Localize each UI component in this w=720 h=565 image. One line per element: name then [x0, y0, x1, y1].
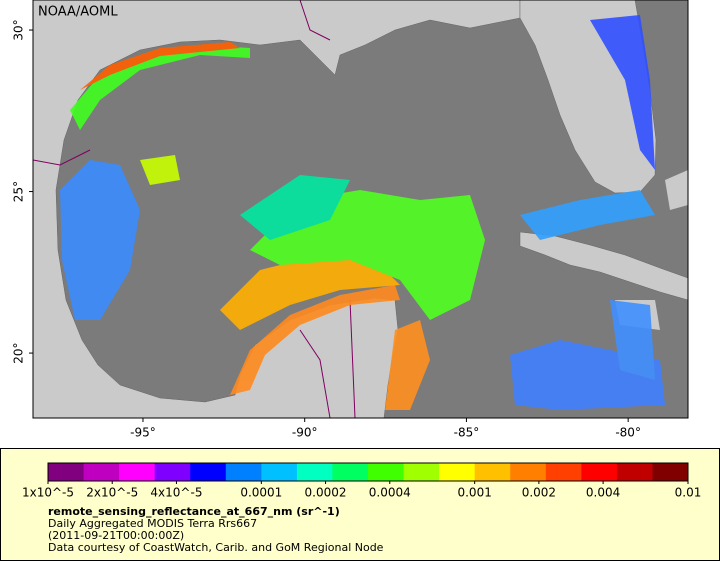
boundaries	[33, 0, 356, 418]
patch	[230, 285, 400, 395]
colorbar-tick-label: 0.0001	[240, 486, 282, 500]
source: Data courtesy of CoastWatch, Carib. and …	[48, 541, 384, 554]
colorbar-segment	[439, 463, 476, 481]
map-area	[33, 0, 688, 418]
colorbar-tick-label: 0.002	[522, 486, 556, 500]
patch	[385, 320, 430, 410]
map-frame	[32, 0, 689, 419]
patch	[70, 45, 250, 130]
reflectance-field	[60, 15, 665, 410]
colorbar-tick-label: 1x10^-5	[22, 486, 74, 500]
land	[519, 231, 688, 301]
lon-tick-label: -85°	[454, 426, 480, 440]
colorbar-segment	[581, 463, 618, 481]
colorbar-tick-label: 4x10^-5	[150, 486, 202, 500]
colorbar-tick-label: 0.0004	[369, 486, 411, 500]
colorbar-segment	[545, 463, 582, 481]
colorbar-tick-label: 0.01	[675, 486, 702, 500]
variable-name: remote_sensing_reflectance_at_667_nm (sr…	[48, 505, 340, 518]
colorbar-segment	[652, 463, 689, 481]
boundary	[299, 0, 331, 41]
colorbar-tick-label: 2x10^-5	[86, 486, 138, 500]
colorbar-segment	[119, 463, 156, 481]
colorbar-tick-label: 0.001	[457, 486, 491, 500]
patch	[140, 155, 180, 185]
patch	[80, 42, 240, 90]
colorbar-segment	[403, 463, 440, 481]
colorbar-segment	[261, 463, 298, 481]
patch	[220, 255, 400, 330]
lon-tick-label: -90°	[292, 426, 318, 440]
colorbar-segment	[190, 463, 227, 481]
patch	[590, 15, 655, 170]
colorbar-segment	[225, 463, 262, 481]
description: Daily Aggregated MODIS Terra Rrs667	[48, 517, 257, 530]
lat-tick-label: 25°	[12, 181, 26, 202]
land	[665, 170, 688, 210]
lat-tick-label: 30°	[12, 19, 26, 40]
colorbar-segment	[368, 463, 405, 481]
patch	[520, 190, 655, 240]
boundary	[299, 329, 331, 418]
boundary	[33, 149, 91, 166]
lon-tick-label: -80°	[615, 426, 641, 440]
patch	[240, 175, 350, 240]
colorbar-tick-label: 0.004	[586, 486, 620, 500]
colorbar-segment	[510, 463, 547, 481]
credit: NOAA/AOML	[38, 5, 118, 20]
colorbar-segment	[48, 463, 85, 481]
colorbar-segment	[154, 463, 191, 481]
colorbar-segment	[616, 463, 653, 481]
time: (2011-09-21T00:00:00Z)	[48, 529, 184, 542]
colorbar-tick-label: 0.0002	[305, 486, 347, 500]
colorbar-frame	[47, 462, 689, 482]
lat-tick-label: 20°	[12, 342, 26, 363]
lon-tick-label: -95°	[130, 426, 156, 440]
boundary	[349, 299, 356, 418]
colorbar-segment	[296, 463, 333, 481]
patch	[610, 300, 655, 380]
colorbar-segment	[474, 463, 511, 481]
colorbar-segment	[83, 463, 120, 481]
colorbar-segment	[332, 463, 369, 481]
patch	[60, 160, 140, 320]
